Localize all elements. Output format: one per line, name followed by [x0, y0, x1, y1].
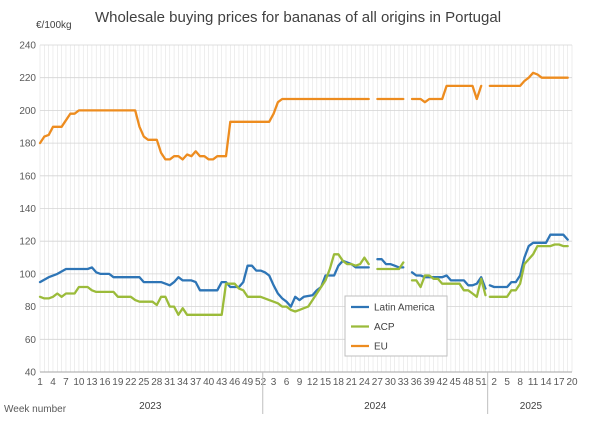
x-tick-label: 3 — [271, 377, 277, 388]
x-tick-label: 8 — [517, 377, 523, 388]
series-line — [38, 233, 569, 308]
x-tick-label: 19 — [112, 377, 124, 388]
x-tick-label: 36 — [411, 377, 423, 388]
y-tick-label: 60 — [25, 335, 37, 346]
y-tick-label: 240 — [19, 41, 36, 52]
x-tick-label: 21 — [346, 377, 358, 388]
year-label: 2023 — [139, 401, 162, 412]
x-tick-label: 5 — [504, 377, 510, 388]
x-tick-label: 25 — [138, 377, 150, 388]
x-tick-label: 37 — [190, 377, 202, 388]
y-tick-label: 220 — [19, 73, 36, 84]
legend: Latin America ACP EU — [344, 295, 448, 357]
x-tick-label: 51 — [476, 377, 488, 388]
y-axis-ticks: 40 60 80 100 120 140 160 180 200 220 240 — [19, 41, 36, 379]
x-tick-label: 48 — [463, 377, 475, 388]
x-tick-label: 6 — [284, 377, 290, 388]
x-tick-label: 11 — [528, 377, 539, 388]
x-tick-label: 18 — [333, 377, 345, 388]
y-tick-label: 160 — [19, 171, 36, 182]
x-tick-label: 14 — [540, 377, 552, 388]
year-label: 2024 — [364, 401, 387, 412]
series-lines — [38, 71, 569, 316]
y-tick-label: 40 — [25, 368, 37, 379]
gridlines — [39, 44, 573, 373]
x-tick-label: 52 — [255, 377, 267, 388]
x-tick-label: 30 — [385, 377, 397, 388]
y-tick-label: 140 — [19, 204, 36, 215]
x-tick-label: 20 — [566, 377, 578, 388]
x-tick-label: 16 — [99, 377, 111, 388]
x-tick-label: 13 — [86, 377, 98, 388]
x-tick-label: 12 — [307, 377, 319, 388]
x-tick-label: 39 — [424, 377, 436, 388]
x-tick-label: 9 — [297, 377, 303, 388]
y-tick-label: 200 — [19, 106, 36, 117]
y-tick-label: 100 — [19, 269, 36, 280]
x-tick-label: 49 — [242, 377, 254, 388]
x-tick-label: 34 — [177, 377, 189, 388]
x-tick-label: 31 — [164, 377, 176, 388]
x-tick-label: 24 — [359, 377, 371, 388]
x-tick-label: 1 — [37, 377, 43, 388]
x-axis: 1 4 7 10 13 16 19 22 25 28 31 34 37 40 43 46 49 52 3 6 9 12 15… — [37, 371, 578, 414]
x-tick-label: 28 — [151, 377, 163, 388]
x-tick-label: 45 — [450, 377, 462, 388]
x-tick-label: 17 — [553, 377, 565, 388]
x-tick-label: 27 — [372, 377, 384, 388]
y-axis-unit-label: €/100kg — [36, 20, 72, 31]
legend-label: Latin America — [374, 303, 435, 314]
x-axis-label: Week number — [4, 404, 67, 415]
x-tick-label: 42 — [437, 377, 449, 388]
x-tick-label: 46 — [229, 377, 241, 388]
series-line — [38, 71, 569, 161]
y-tick-label: 120 — [19, 237, 36, 248]
chart-title: Wholesale buying prices for bananas of a… — [95, 9, 501, 26]
x-tick-label: 10 — [73, 377, 85, 388]
x-tick-label: 22 — [125, 377, 137, 388]
x-tick-label: 4 — [50, 377, 56, 388]
series-line — [38, 243, 569, 316]
x-tick-label: 40 — [203, 377, 215, 388]
year-label: 2025 — [520, 401, 543, 412]
x-tick-label: 2 — [491, 377, 497, 388]
x-tick-label: 43 — [216, 377, 228, 388]
y-tick-label: 80 — [25, 302, 37, 313]
x-tick-label: 33 — [398, 377, 410, 388]
x-tick-label: 7 — [63, 377, 69, 388]
legend-label: ACP — [374, 322, 395, 333]
x-tick-label: 15 — [320, 377, 332, 388]
legend-label: EU — [374, 342, 388, 353]
y-tick-label: 180 — [19, 139, 36, 150]
